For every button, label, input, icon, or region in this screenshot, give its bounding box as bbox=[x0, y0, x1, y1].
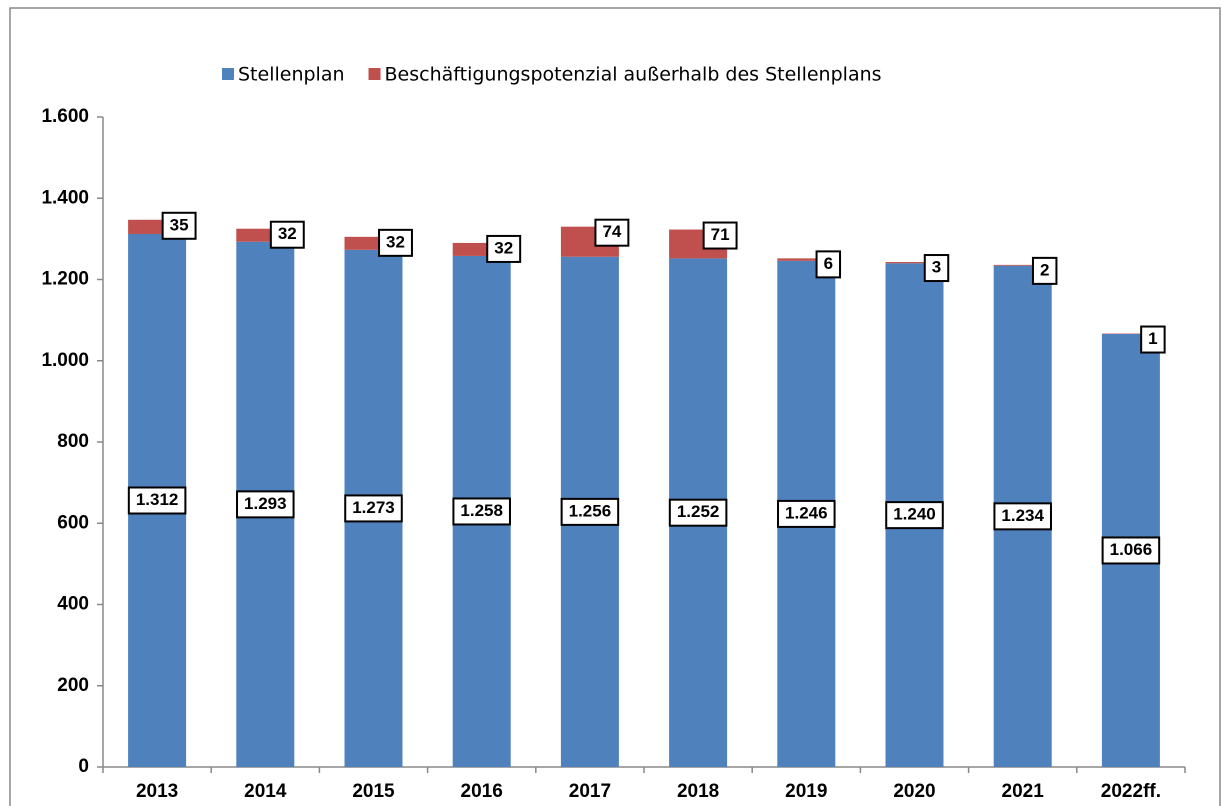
legend-swatch bbox=[368, 68, 381, 80]
data-label: 1.273 bbox=[352, 498, 395, 517]
x-tick-label: 2019 bbox=[785, 781, 827, 802]
data-label: 1.252 bbox=[677, 502, 720, 521]
data-label-box bbox=[923, 254, 950, 283]
data-label: 32 bbox=[494, 238, 513, 257]
data-label-box bbox=[1031, 256, 1058, 285]
legend-swatch bbox=[222, 68, 234, 80]
x-tick-label: 2016 bbox=[461, 781, 503, 802]
bar-segment bbox=[993, 264, 1052, 266]
x-tick-label: 2020 bbox=[893, 781, 935, 802]
data-label-box bbox=[815, 250, 842, 279]
y-tick-label: 1.600 bbox=[41, 106, 89, 127]
data-label-box bbox=[269, 220, 305, 249]
data-label: 1.066 bbox=[1110, 540, 1153, 559]
x-tick-label: 2022ff. bbox=[1101, 781, 1161, 802]
data-label: 32 bbox=[386, 232, 405, 251]
data-label: 35 bbox=[170, 215, 189, 234]
y-tick-label: 200 bbox=[57, 675, 89, 696]
x-tick-label: 2021 bbox=[1002, 781, 1045, 802]
y-tick-label: 1.400 bbox=[41, 187, 89, 208]
data-label-box bbox=[236, 490, 295, 519]
data-label: 1.240 bbox=[893, 505, 936, 524]
data-label: 1.312 bbox=[136, 490, 179, 509]
data-label-box bbox=[127, 486, 187, 515]
y-tick-label: 0 bbox=[78, 756, 89, 777]
y-tick-label: 1.000 bbox=[41, 350, 89, 371]
data-label-box bbox=[344, 494, 403, 523]
data-label: 32 bbox=[278, 224, 297, 243]
data-label-box bbox=[1140, 325, 1166, 354]
y-tick-label: 1.200 bbox=[41, 269, 89, 290]
data-label-box bbox=[702, 221, 738, 250]
data-label-box bbox=[452, 497, 511, 526]
data-label: 74 bbox=[602, 222, 621, 241]
bar-segment bbox=[777, 258, 836, 261]
data-label-box bbox=[885, 501, 944, 530]
legend-label: Beschäftigungspotenzial außerhalb des St… bbox=[385, 64, 882, 86]
data-label: 1.246 bbox=[785, 503, 828, 522]
data-label-box bbox=[594, 218, 630, 247]
y-tick-label: 400 bbox=[57, 594, 89, 615]
data-label-box bbox=[993, 502, 1052, 531]
y-tick-label: 800 bbox=[57, 431, 89, 452]
data-label-box bbox=[1101, 536, 1161, 565]
data-label-box bbox=[486, 234, 522, 263]
data-label-box bbox=[777, 499, 836, 528]
x-tick-label: 2013 bbox=[136, 781, 178, 802]
data-label: 1.234 bbox=[1001, 506, 1044, 525]
data-label: 1.258 bbox=[460, 501, 503, 520]
data-label-box bbox=[378, 228, 413, 257]
x-tick-label: 2017 bbox=[569, 781, 611, 802]
data-label-box bbox=[161, 211, 197, 240]
legend-label: Stellenplan bbox=[238, 64, 345, 86]
data-label: 71 bbox=[711, 225, 730, 244]
y-tick-label: 600 bbox=[57, 512, 89, 533]
x-tick-label: 2018 bbox=[677, 781, 719, 802]
data-label: 1.256 bbox=[569, 501, 612, 520]
data-label: 1.293 bbox=[244, 494, 287, 513]
x-tick-label: 2015 bbox=[352, 781, 395, 802]
data-label-box bbox=[668, 498, 728, 527]
data-label: 1 bbox=[1148, 329, 1157, 348]
data-label-box bbox=[560, 497, 620, 526]
data-label: 6 bbox=[824, 254, 833, 273]
data-label: 2 bbox=[1040, 260, 1049, 279]
x-tick-label: 2014 bbox=[244, 781, 287, 802]
data-label: 3 bbox=[932, 258, 941, 277]
bar-segment bbox=[885, 262, 944, 264]
